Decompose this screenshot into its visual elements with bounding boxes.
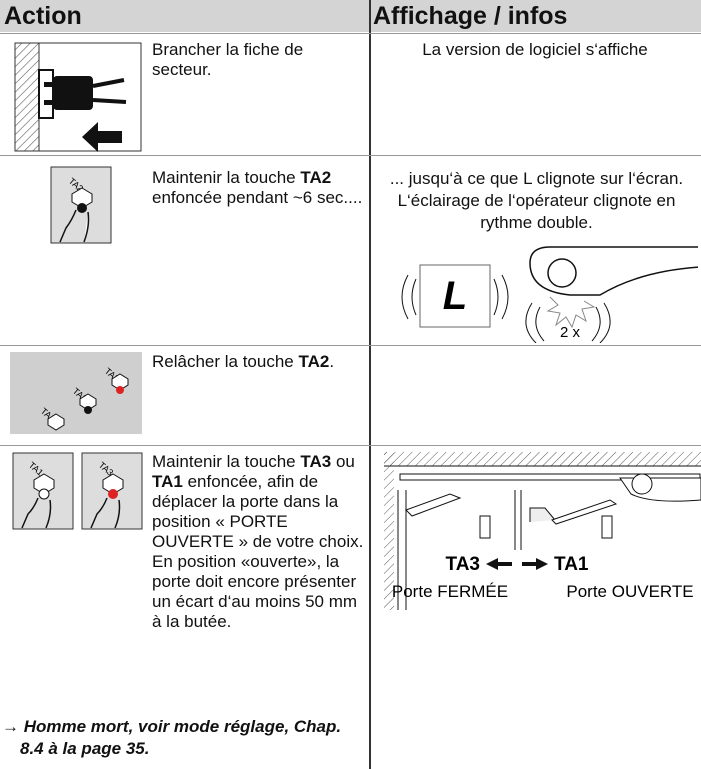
text: ou xyxy=(331,452,355,471)
text: enfoncée pendant ~6 sec.... xyxy=(152,188,363,207)
key-name: TA3 xyxy=(300,452,332,471)
note: → Homme mort, voir mode réglage, Chap. 8… xyxy=(2,717,342,758)
row-line xyxy=(0,445,701,446)
key-label: TA1 xyxy=(554,554,589,575)
display-char: L xyxy=(443,274,467,318)
text: Brancher la fiche de secteur. xyxy=(152,40,304,79)
info-text: ... jusqu‘à ce que L clignote sur l‘écra… xyxy=(372,168,701,234)
row-line xyxy=(0,155,701,156)
text: La version de logiciel s‘affiche xyxy=(422,40,648,59)
header-info: Affichage / infos xyxy=(371,0,701,32)
door-label: Porte FERMÉE xyxy=(392,582,508,601)
text: enfoncée, afin de déplacer la porte dans… xyxy=(152,472,364,631)
key-name: TA2 xyxy=(300,168,332,187)
keys-icon: TA1 TA2 TA3 xyxy=(10,352,142,434)
column-divider xyxy=(369,0,371,769)
text: ... jusqu‘à ce que L clignote sur l‘écra… xyxy=(389,169,684,232)
row-line xyxy=(0,345,701,346)
header-action: Action xyxy=(0,0,369,32)
text: Maintenir la touche xyxy=(152,168,301,187)
info-text: La version de logiciel s‘affiche xyxy=(375,40,695,60)
action-text: Brancher la fiche de secteur. xyxy=(152,40,362,80)
action-text: Maintenir la touche TA3 ou TA1 enfoncée,… xyxy=(152,452,367,632)
text: Maintenir la touche xyxy=(152,452,301,471)
plug-icon xyxy=(14,42,142,152)
key-label: TA3 xyxy=(446,554,480,575)
display-diagram: L 2 x xyxy=(401,246,698,343)
action-text: Relâcher la touche TA2. xyxy=(152,352,367,372)
key-name: TA2 xyxy=(298,352,330,371)
action-text: Maintenir la touche TA2 enfoncée pendant… xyxy=(152,168,367,208)
door-label: Porte OUVERTE xyxy=(566,582,693,601)
flash-count: 2 x xyxy=(560,324,581,341)
row-line xyxy=(0,33,701,34)
text: . xyxy=(329,352,335,371)
text: Relâcher la touche xyxy=(152,352,299,371)
key-name: TA1 xyxy=(152,472,183,491)
key-icon: TA2 xyxy=(50,166,112,244)
keys-icon: TA1 TA3 xyxy=(12,452,143,530)
door-diagram: TA3 TA1 Porte FERMÉE Porte OUVERTE xyxy=(384,452,701,610)
